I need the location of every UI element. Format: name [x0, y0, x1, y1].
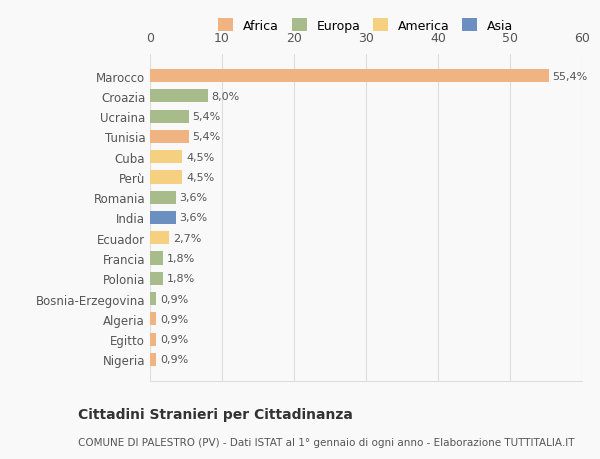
Bar: [150, 70, 549, 83]
Text: 55,4%: 55,4%: [553, 72, 588, 81]
Text: 0,9%: 0,9%: [160, 314, 188, 324]
Text: 0,9%: 0,9%: [160, 334, 188, 344]
Bar: [150, 110, 189, 123]
Text: COMUNE DI PALESTRO (PV) - Dati ISTAT al 1° gennaio di ogni anno - Elaborazione T: COMUNE DI PALESTRO (PV) - Dati ISTAT al …: [78, 437, 575, 447]
Bar: [150, 272, 163, 285]
Text: 3,6%: 3,6%: [179, 213, 208, 223]
Bar: [150, 232, 169, 245]
Text: 0,9%: 0,9%: [160, 294, 188, 304]
Bar: [150, 191, 176, 204]
Bar: [150, 171, 182, 184]
Text: 1,8%: 1,8%: [167, 253, 195, 263]
Text: 0,9%: 0,9%: [160, 355, 188, 364]
Bar: [150, 90, 208, 103]
Bar: [150, 313, 157, 326]
Bar: [150, 151, 182, 164]
Text: 8,0%: 8,0%: [211, 92, 239, 102]
Text: 2,7%: 2,7%: [173, 233, 202, 243]
Text: 4,5%: 4,5%: [186, 173, 214, 183]
Text: 5,4%: 5,4%: [193, 112, 221, 122]
Bar: [150, 292, 157, 306]
Bar: [150, 252, 163, 265]
Bar: [150, 130, 189, 144]
Bar: [150, 333, 157, 346]
Bar: [150, 353, 157, 366]
Bar: [150, 212, 176, 224]
Text: 3,6%: 3,6%: [179, 193, 208, 203]
Text: 1,8%: 1,8%: [167, 274, 195, 284]
Text: 4,5%: 4,5%: [186, 152, 214, 162]
Legend: Africa, Europa, America, Asia: Africa, Europa, America, Asia: [218, 19, 514, 33]
Text: Cittadini Stranieri per Cittadinanza: Cittadini Stranieri per Cittadinanza: [78, 407, 353, 421]
Text: 5,4%: 5,4%: [193, 132, 221, 142]
